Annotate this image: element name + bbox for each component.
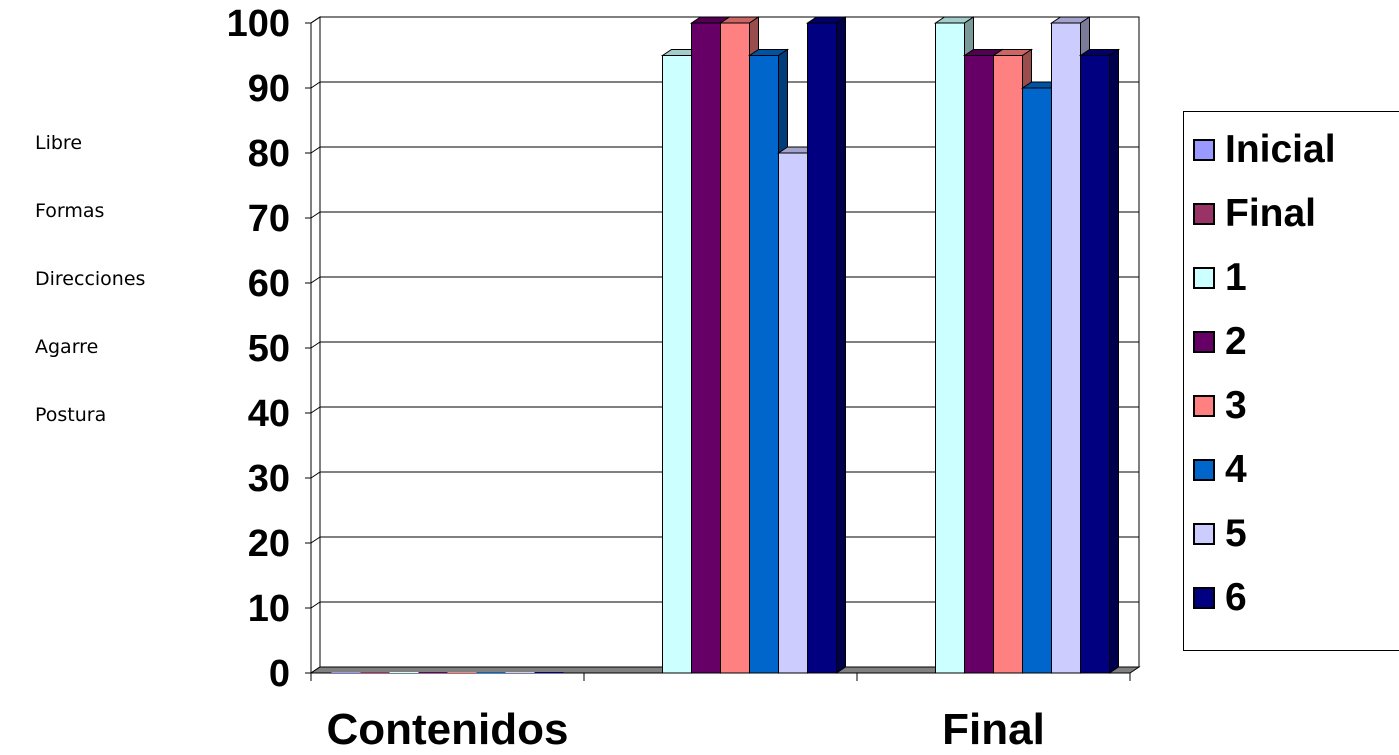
y-tick-label: 40 (248, 393, 290, 435)
bar (993, 55, 1023, 674)
legend-item: 4 (1193, 450, 1247, 490)
gridline-diagonal (310, 406, 321, 414)
bar (749, 55, 779, 674)
legend-label: 3 (1225, 384, 1247, 427)
legend-swatch (1193, 331, 1215, 353)
y-tick-label: 50 (248, 328, 290, 370)
legend-label: 4 (1225, 448, 1247, 491)
bar (778, 152, 808, 674)
legend-label: Final (1225, 192, 1317, 235)
y-tick-label: 20 (248, 523, 290, 565)
side-label: Agarre (35, 336, 99, 358)
legend-item: 5 (1193, 514, 1247, 554)
bar (1051, 22, 1081, 674)
gridline-diagonal (310, 471, 321, 479)
bar (505, 672, 535, 673)
side-label: Postura (35, 404, 107, 426)
bar (1022, 87, 1052, 674)
bar (447, 672, 477, 673)
side-label: Direcciones (35, 268, 146, 290)
legend-label: 2 (1225, 320, 1247, 363)
y-tick-label: 10 (248, 588, 290, 630)
gridline-diagonal (310, 16, 321, 24)
legend-item: 1 (1193, 258, 1247, 298)
gridline-diagonal (310, 211, 321, 219)
legend-swatch (1193, 587, 1215, 609)
legend-label: 1 (1225, 256, 1247, 299)
legend-item: 3 (1193, 386, 1247, 426)
bar (691, 22, 721, 674)
gridline-diagonal (310, 146, 321, 154)
gridline-diagonal (310, 341, 321, 349)
bar (720, 22, 750, 674)
gridline-diagonal (310, 81, 321, 89)
bar (534, 672, 564, 673)
bar (389, 672, 419, 673)
legend-swatch (1193, 395, 1215, 417)
legend-item: Final (1193, 194, 1316, 234)
x-category-label: Contenidos (327, 705, 569, 754)
legend-swatch (1193, 139, 1215, 161)
legend-swatch (1193, 459, 1215, 481)
y-tick-label: 30 (248, 458, 290, 500)
y-tick-label: 90 (248, 68, 290, 110)
bar (964, 55, 994, 674)
bar (807, 22, 837, 674)
legend-label: 6 (1225, 576, 1247, 619)
bar (662, 55, 692, 674)
bar (331, 672, 361, 673)
side-label: Libre (35, 132, 83, 154)
y-tick-label: 0 (269, 653, 290, 695)
legend-swatch (1193, 267, 1215, 289)
y-tick-label: 100 (227, 3, 290, 45)
bar (1080, 55, 1110, 674)
gridline-diagonal (310, 601, 321, 609)
legend-swatch (1193, 203, 1215, 225)
legend-swatch (1193, 523, 1215, 545)
gridline-diagonal (310, 276, 321, 284)
bar-side-face (1109, 48, 1119, 674)
gridline-diagonal (310, 536, 321, 544)
legend-item: Inicial (1193, 130, 1336, 170)
legend-label: Inicial (1225, 128, 1336, 171)
legend-item: 2 (1193, 322, 1247, 362)
bar (476, 672, 506, 673)
side-label: Formas (35, 200, 105, 222)
bar-side-face (836, 16, 846, 674)
y-tick-label: 70 (248, 198, 290, 240)
y-tick-label: 60 (248, 263, 290, 305)
chart-legend: Inicial Final 1 2 3 4 5 6 (1183, 111, 1399, 651)
legend-item: 6 (1193, 578, 1247, 618)
legend-label: 5 (1225, 512, 1247, 555)
bar (935, 22, 965, 674)
x-category-label: Final (942, 705, 1045, 754)
y-tick-label: 80 (248, 133, 290, 175)
bar (418, 672, 448, 673)
bar (360, 672, 390, 673)
